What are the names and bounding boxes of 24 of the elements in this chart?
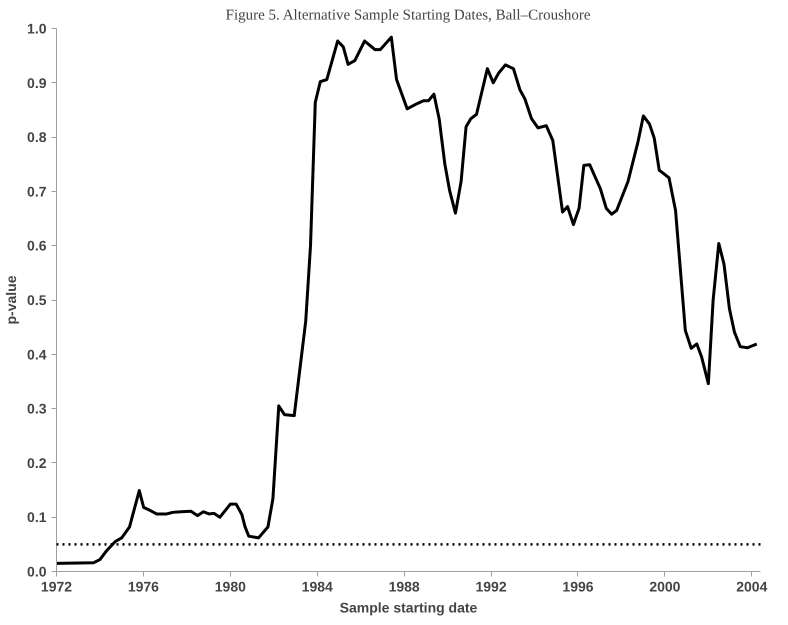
y-tick-label: 0.9	[27, 74, 47, 91]
y-tick-label: 0.2	[27, 454, 47, 471]
y-tick-label: 0.0	[27, 564, 47, 580]
y-tick-label: 0.4	[27, 346, 47, 362]
x-tick-label: 1992	[475, 578, 507, 594]
y-tick-label: 0.3	[27, 400, 47, 417]
x-tick-label: 2000	[649, 578, 681, 594]
x-tick-label: 1980	[214, 578, 246, 594]
x-tick-label: 1976	[128, 578, 160, 594]
y-tick-label: 1.0	[27, 20, 47, 36]
chart-title: Figure 5. Alternative Sample Starting Dates, Ball–Croushore	[226, 8, 591, 24]
y-tick-label: 0.7	[27, 183, 47, 200]
y-tick-label: 0.8	[27, 129, 47, 146]
x-tick-label: 1996	[562, 578, 594, 594]
y-tick-label: 0.6	[27, 238, 47, 254]
x-tick-label: 1972	[40, 578, 72, 594]
x-axis-title: Sample starting date	[340, 600, 478, 616]
x-tick-label: 1988	[388, 578, 420, 594]
line-series	[56, 36, 758, 565]
x-tick-label: 2004	[736, 578, 768, 594]
y-tick-label: 0.5	[27, 292, 47, 308]
y-axis-title: p-value	[3, 275, 20, 325]
x-tick-label: 1984	[302, 578, 334, 594]
y-tick-label: 0.1	[27, 509, 47, 526]
